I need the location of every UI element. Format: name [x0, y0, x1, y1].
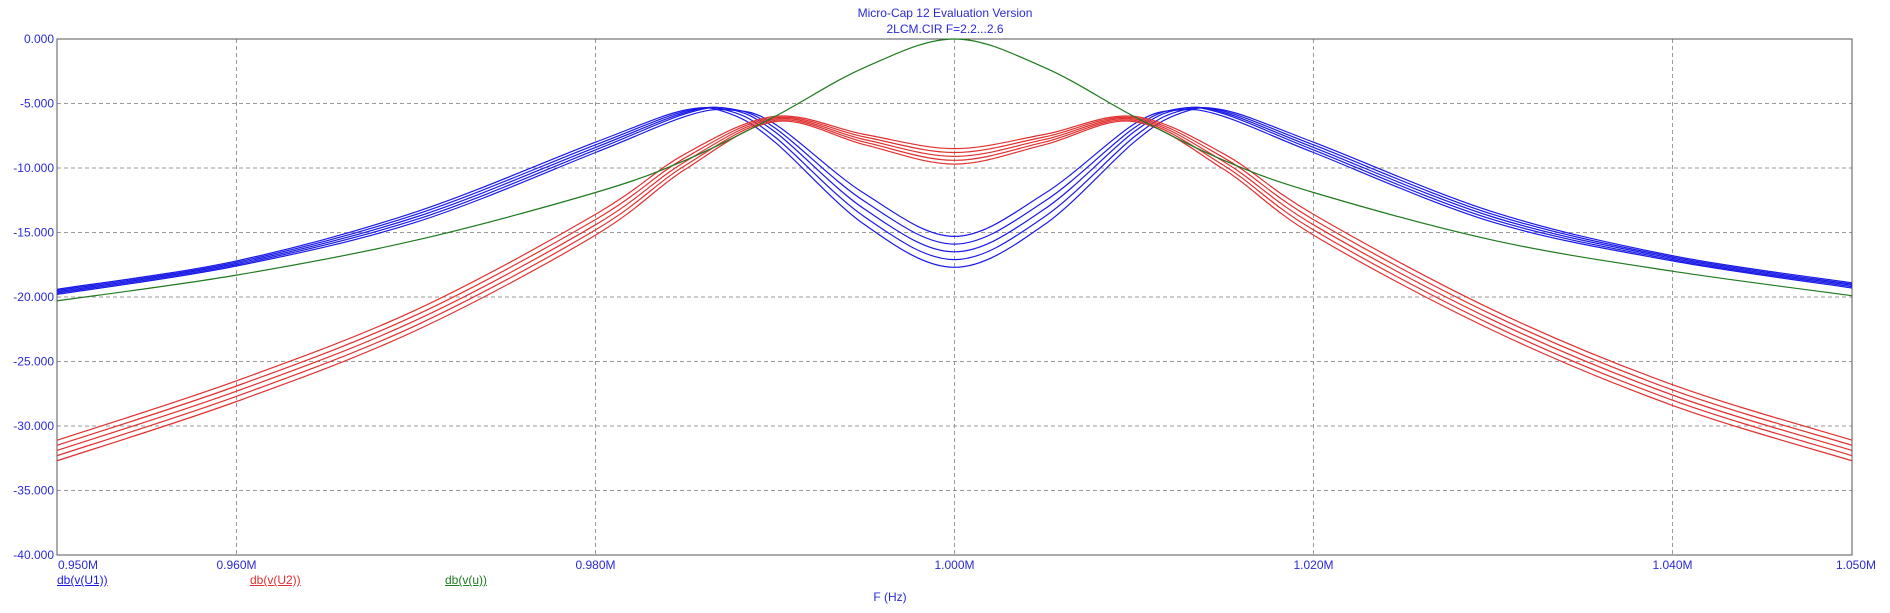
- legend-entry-u2: db(v(U2)): [250, 573, 301, 587]
- y-tick-label: -5.000: [20, 97, 54, 111]
- legend-entry-u: db(v(u)): [445, 573, 488, 587]
- legend-entry-u1: db(v(U1)): [57, 573, 108, 587]
- x-tick-label: 1.040M: [1652, 558, 1692, 572]
- series-line-u1: [56, 106, 1853, 292]
- y-tick-label: 0.000: [24, 32, 54, 46]
- x-tick-label: 0.950M: [58, 558, 98, 572]
- x-tick-label: 0.980M: [575, 558, 615, 572]
- series-line-u: [56, 38, 1853, 302]
- chart-subtitle: 2LCM.CIR F=2.2...2.6: [886, 22, 1004, 36]
- y-tick-label: -35.000: [13, 484, 54, 498]
- y-tick-label: -20.000: [13, 290, 54, 304]
- series-line-u1: [56, 106, 1853, 294]
- x-tick-label: 1.000M: [934, 558, 974, 572]
- y-tick-label: -40.000: [13, 548, 54, 562]
- chart-title: Micro-Cap 12 Evaluation Version: [857, 6, 1033, 20]
- series-line-u1: [56, 108, 1853, 295]
- y-tick-label: -10.000: [13, 161, 54, 175]
- y-tick-label: -30.000: [13, 419, 54, 433]
- series-line-u1: [56, 106, 1853, 293]
- y-tick-label: -25.000: [13, 355, 54, 369]
- y-tick-label: -15.000: [13, 226, 54, 240]
- series-line-u1: [56, 107, 1853, 290]
- series-line-u2: [56, 115, 1853, 441]
- series-line-u2: [56, 119, 1853, 457]
- series-line-u2: [56, 120, 1853, 462]
- series-line-u2: [56, 116, 1853, 446]
- x-tick-label: 0.960M: [216, 558, 256, 572]
- x-tick-label: 1.050M: [1836, 558, 1876, 572]
- series-line-u2: [56, 117, 1853, 452]
- x-axis-label: F (Hz): [873, 590, 907, 604]
- x-tick-label: 1.020M: [1293, 558, 1333, 572]
